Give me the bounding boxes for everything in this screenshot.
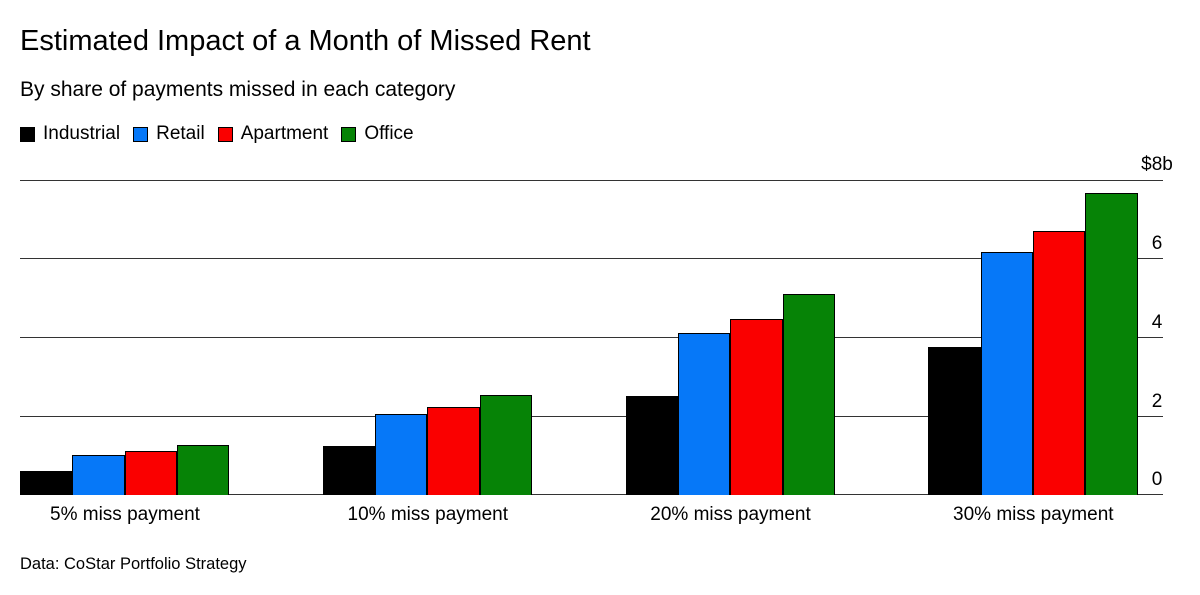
bar-office-3 [782,293,835,496]
legend-item-office: Office [341,123,414,145]
gridline-8 [20,180,1163,182]
gridline-2 [20,415,1163,417]
legend-swatch-icon [20,126,35,142]
bar-industrial-3 [625,396,678,496]
legend-label: Industrial [43,123,121,145]
gridline-4 [20,336,1163,338]
bar-apartment-4 [1032,230,1086,496]
bar-office-2 [479,394,533,496]
x-axis-labels: 5% miss payment 10% miss payment 20% miss … [20,495,1163,527]
bar-office-1 [176,444,230,496]
chart-title: Estimated Impact of a Month of Missed Re… [20,25,591,57]
legend-swatch-icon [341,126,357,142]
gridline-0 [20,494,1163,496]
bar-retail-2 [375,414,428,496]
legend-item-retail: Retail [133,123,205,145]
y-tick-label: 6 [1151,233,1163,255]
bar-apartment-3 [730,318,783,496]
y-tick-label: $8b [1141,154,1173,176]
x-category-label: 30% miss payment [953,504,1114,526]
bar-industrial-1 [20,470,73,496]
chart-legend: Industrial Retail Apartment Office [20,123,1200,145]
bar-retail-4 [980,252,1033,496]
y-tick-label: 0 [1151,469,1163,491]
chart-page: Estimated Impact of a Month of Missed Re… [20,25,1200,574]
x-category-label: 10% miss payment [347,504,509,526]
legend-label: Office [364,123,414,145]
bar-retail-1 [72,454,125,496]
bar-industrial-4 [928,346,981,496]
bar-apartment-1 [124,451,177,496]
x-category-label: 20% miss payment [650,504,811,526]
chart-subtitle: By share of payments missed in each cate… [20,78,456,102]
y-tick-label: 4 [1151,311,1163,333]
x-category-label: 5% miss payment [50,504,200,526]
y-tick-label: 2 [1151,390,1163,412]
legend-label: Apartment [240,123,329,145]
legend-item-industrial: Industrial [20,123,120,145]
bar-industrial-2 [322,445,376,496]
legend-swatch-icon [133,126,149,142]
bar-apartment-2 [427,407,480,496]
legend-item-apartment: Apartment [217,123,329,145]
legend-label: Retail [156,123,205,145]
plot-area: 0 2 4 6 $8b [20,154,1173,496]
bar-office-4 [1085,192,1138,496]
legend-swatch-icon [217,126,233,142]
data-source-note: Data: CoStar Portfolio Strategy [20,555,247,574]
bar-retail-3 [677,333,731,496]
gridline-6 [20,258,1163,260]
